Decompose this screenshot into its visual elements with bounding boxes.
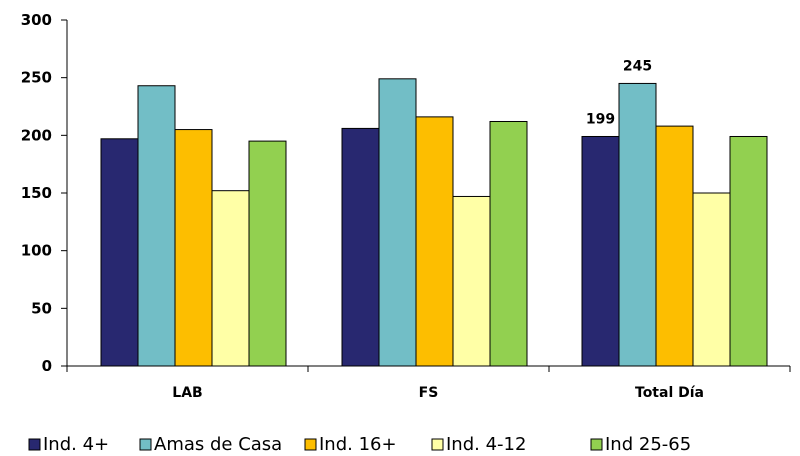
legend-label: Ind. 4+ xyxy=(43,434,109,455)
x-axis: LAB FS Total Día xyxy=(66,365,791,401)
bar-1-2 xyxy=(415,116,454,367)
bar-1-4 xyxy=(489,120,528,367)
bar-0-2 xyxy=(174,129,213,367)
y-tick-label: 50 xyxy=(31,299,52,317)
bar-2-3 xyxy=(692,192,731,367)
legend-item: Ind 25-65 xyxy=(590,434,691,455)
legend-label: Ind. 16+ xyxy=(319,434,397,455)
legend-label: Ind. 4-12 xyxy=(446,434,526,455)
y-tick-label: 250 xyxy=(21,69,52,87)
bar-2-4 xyxy=(729,135,768,367)
legend-item: Ind. 4-12 xyxy=(431,434,526,455)
data-labels: 199 245 xyxy=(586,58,652,127)
legend-item: Ind. 4+ xyxy=(28,434,109,455)
x-category-label: FS xyxy=(419,385,439,401)
legend-swatch xyxy=(28,438,41,451)
bar-0-0 xyxy=(100,138,139,367)
bar-0-4 xyxy=(248,140,287,367)
y-tick-label: 0 xyxy=(42,357,52,375)
legend-swatch xyxy=(431,438,444,451)
y-tick-label: 300 xyxy=(21,11,52,29)
data-label: 199 xyxy=(586,111,615,127)
legend: Ind. 4+ Amas de Casa Ind. 16+ Ind. 4-12 Ind … xyxy=(28,434,691,455)
legend-item: Amas de Casa xyxy=(139,434,282,455)
y-tick-label: 150 xyxy=(21,184,52,202)
y-axis: 0 50 100 150 200 250 300 xyxy=(21,11,68,375)
bars xyxy=(100,78,768,367)
bar-1-0 xyxy=(341,127,380,367)
legend-item: Ind. 16+ xyxy=(304,434,397,455)
bar-1-1 xyxy=(378,78,417,367)
legend-swatch xyxy=(590,438,603,451)
bar-2-0 xyxy=(581,135,620,367)
legend-label: Amas de Casa xyxy=(154,434,282,455)
y-tick-label: 100 xyxy=(21,242,52,260)
legend-swatch xyxy=(139,438,152,451)
bar-2-2 xyxy=(655,125,694,367)
legend-swatch xyxy=(304,438,317,451)
x-category-label: LAB xyxy=(172,385,202,401)
x-category-label: Total Día xyxy=(635,385,704,401)
bar-2-1 xyxy=(618,82,657,367)
bar-1-3 xyxy=(452,195,491,367)
y-tick-label: 200 xyxy=(21,126,52,144)
bar-0-3 xyxy=(211,190,250,367)
bar-0-1 xyxy=(137,85,176,367)
data-label: 245 xyxy=(623,58,652,74)
legend-label: Ind 25-65 xyxy=(605,434,691,455)
